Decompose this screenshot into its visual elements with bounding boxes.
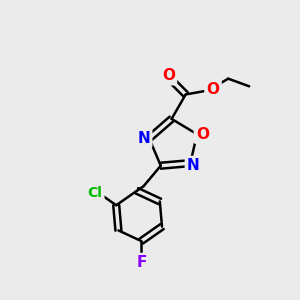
Text: N: N xyxy=(187,158,200,173)
Text: O: O xyxy=(196,127,209,142)
Text: N: N xyxy=(137,131,150,146)
Text: F: F xyxy=(136,255,146,270)
Text: O: O xyxy=(162,68,175,83)
Text: O: O xyxy=(206,82,220,97)
Text: Cl: Cl xyxy=(88,186,103,200)
